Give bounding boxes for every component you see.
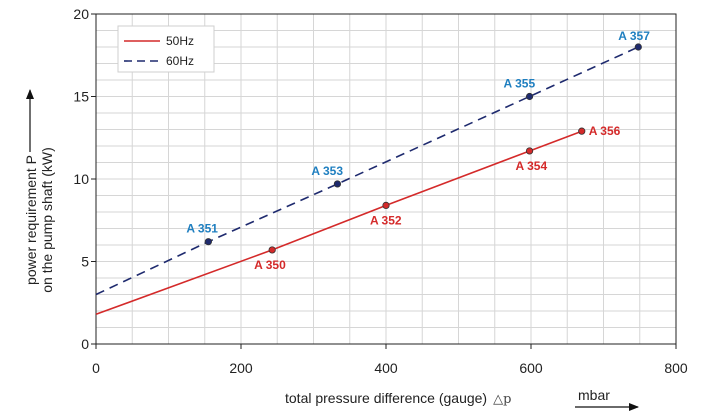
data-label-50hz: A 354 [516, 159, 548, 173]
legend-label-60hz: 60Hz [166, 54, 194, 68]
data-point-50hz [268, 246, 276, 254]
legend-box [117, 25, 215, 73]
y-tick-label: 15 [73, 89, 89, 105]
series-layer [95, 46, 639, 316]
points-layer [204, 43, 642, 254]
labels-layer: A 350 A 352 A 354 A 356 A 351 A 353 A 355 A 357 [186, 29, 650, 272]
data-point-60hz [333, 180, 342, 188]
x-tick-label: 400 [374, 360, 398, 376]
x-tick-label: 200 [229, 360, 253, 376]
data-label-50hz: A 356 [589, 124, 621, 138]
y-tick-label: 20 [73, 6, 89, 22]
data-label-60hz: A 351 [186, 222, 218, 236]
data-label-50hz: A 350 [254, 258, 286, 272]
y-tick-label: 0 [81, 336, 89, 352]
x-tick-label: 0 [92, 360, 100, 376]
data-label-60hz: A 353 [311, 164, 343, 178]
x-axis-title: total pressure difference (gauge) △p [285, 390, 511, 407]
y-tick-label: 10 [73, 171, 89, 187]
y-axis-title-line2: on the pump shaft (kW) [39, 147, 55, 293]
legend: 50Hz 60Hz [117, 25, 215, 73]
x-tick-label: 800 [664, 360, 688, 376]
ticks-layer: 0 200 400 600 800 0 5 10 15 20 [73, 6, 687, 376]
x-axis-symbol: △p [493, 392, 511, 407]
grid [96, 14, 676, 344]
y-tick-label: 5 [81, 254, 89, 270]
legend-label-50hz: 50Hz [166, 34, 194, 48]
data-point-50hz [382, 201, 390, 209]
y-axis-title-line1: power requirement P [23, 155, 39, 285]
data-label-60hz: A 357 [618, 29, 650, 43]
series-line-60hz [95, 46, 639, 296]
data-point-50hz [525, 147, 534, 155]
data-label-50hz: A 352 [370, 213, 402, 227]
x-axis-title-text: total pressure difference (gauge) [285, 390, 487, 406]
data-label-60hz: A 355 [504, 77, 536, 91]
x-axis-unit: mbar [578, 387, 610, 403]
data-point-60hz [634, 43, 642, 51]
y-axis-title: power requirement P on the pump shaft (k… [23, 147, 55, 293]
data-point-50hz [578, 127, 586, 135]
data-point-60hz [204, 238, 212, 246]
data-point-60hz [525, 92, 534, 101]
x-tick-label: 600 [519, 360, 543, 376]
